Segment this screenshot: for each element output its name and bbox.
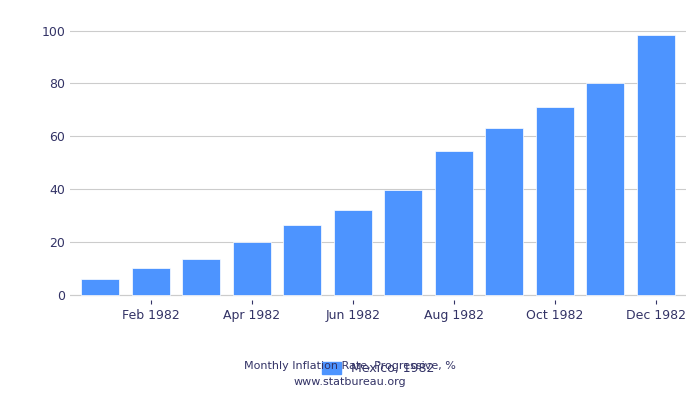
Text: www.statbureau.org: www.statbureau.org — [294, 377, 406, 387]
Bar — [81, 279, 119, 295]
Bar — [587, 83, 624, 295]
Legend: Mexico, 1982: Mexico, 1982 — [317, 357, 439, 380]
Bar — [233, 242, 271, 295]
Bar — [334, 210, 372, 295]
Bar — [536, 107, 574, 295]
Bar — [132, 268, 169, 295]
Bar — [284, 225, 321, 295]
Bar — [637, 34, 675, 295]
Bar — [384, 190, 422, 295]
Bar — [182, 259, 220, 295]
Bar — [485, 128, 523, 295]
Bar — [435, 151, 472, 295]
Text: Monthly Inflation Rate, Progressive, %: Monthly Inflation Rate, Progressive, % — [244, 361, 456, 371]
